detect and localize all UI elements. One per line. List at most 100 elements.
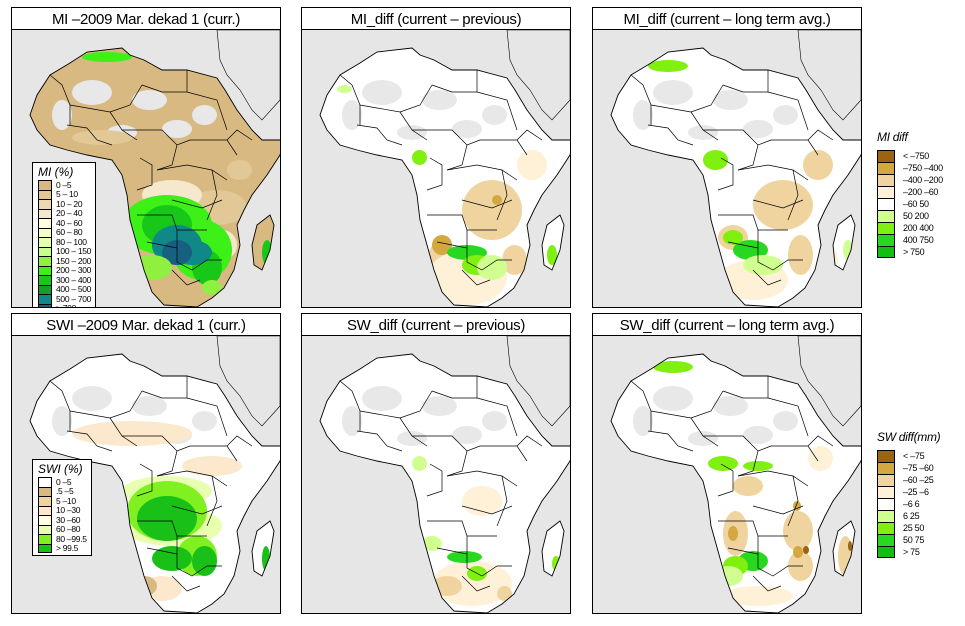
coastline-madagascar — [541, 520, 565, 577]
nodata-region — [653, 386, 693, 411]
nodata-region — [713, 90, 748, 110]
country-border — [186, 397, 228, 437]
land-madagascar — [252, 215, 274, 270]
legend-item: 10 –30 — [38, 505, 87, 515]
country-border — [647, 124, 694, 146]
legend-label: 40 – 60 — [56, 217, 83, 228]
legend-swatch — [38, 218, 52, 228]
country-border — [359, 390, 433, 419]
value-region — [422, 536, 442, 551]
legend-item: –750 –400 — [877, 162, 943, 174]
country-border — [461, 199, 513, 209]
land-outline-middle-east — [797, 30, 861, 121]
legend-swatch — [877, 150, 895, 162]
land-africa — [320, 354, 570, 613]
legend-label: < –750 — [903, 151, 929, 161]
legend-item: 0 –5 — [38, 180, 91, 190]
legend-label: 0 –5 — [56, 179, 72, 190]
nodata-region — [688, 431, 718, 446]
legend-label: –60 –25 — [903, 475, 934, 485]
data-layer — [633, 361, 853, 606]
legend-swatch — [877, 462, 895, 474]
africa-map — [319, 30, 570, 307]
nodata-region — [132, 396, 167, 416]
legend-title: MI diff — [877, 130, 908, 144]
value-region — [753, 180, 813, 230]
panel-mi-diff-previous: MI_diff (current – previous) — [301, 7, 571, 308]
value-region — [808, 446, 833, 471]
legend-swatch — [38, 515, 52, 525]
legend-item: 400 – 500 — [38, 284, 91, 294]
value-region — [132, 255, 172, 280]
legend-item: 200 – 300 — [38, 265, 91, 275]
panel-swi-current: SWI –2009 Mar. dekad 1 (curr.) SWI (%) 0… — [11, 313, 281, 614]
country-border — [737, 450, 759, 477]
country-border — [718, 520, 788, 537]
legend-swatch — [38, 265, 52, 275]
legend-swatch — [877, 486, 895, 498]
country-border — [717, 463, 734, 497]
country-border — [727, 547, 759, 555]
value-region — [462, 180, 522, 240]
legend-label: > 750 — [903, 247, 925, 257]
country-border — [431, 376, 478, 399]
country-border — [737, 470, 809, 487]
legend-label: .5 –5 — [56, 486, 74, 497]
legend-item: 150 – 200 — [38, 256, 91, 266]
legend-item: 50 75 — [877, 534, 940, 546]
coastline-madagascar — [251, 520, 275, 577]
country-border — [141, 70, 188, 93]
coastline — [29, 47, 280, 307]
nodata-region — [633, 406, 653, 436]
nodata-region — [192, 105, 217, 125]
map-mi-diff-longterm — [592, 30, 862, 308]
country-border — [226, 435, 253, 447]
legend-swatch — [38, 524, 52, 534]
panel-sw-diff-longterm: SW_diff (current – long term avg.) — [592, 313, 862, 614]
country-border — [461, 505, 513, 515]
country-border — [466, 536, 512, 577]
nodata-region — [482, 411, 507, 431]
land-outline-middle-east — [797, 336, 861, 427]
legend-label: > 75 — [903, 547, 920, 557]
legend-label: –6 6 — [903, 499, 920, 509]
country-border — [171, 199, 223, 209]
value-region — [202, 280, 222, 295]
legend-label: 300 – 400 — [56, 274, 92, 285]
nodata-region — [192, 411, 217, 431]
panel-mi-current: MI –2009 Mar. dekad 1 (curr.) MI (%) 0 –… — [11, 7, 281, 308]
coastline — [319, 47, 570, 307]
country-border — [807, 129, 834, 141]
country-border — [136, 157, 153, 191]
value-region — [192, 546, 217, 576]
legend-swatch — [38, 199, 52, 209]
nodata-region — [773, 105, 798, 125]
legend-item: 400 750 — [877, 234, 943, 246]
country-border — [176, 230, 222, 271]
legend-item: > 99.5 — [38, 543, 87, 553]
country-border — [476, 91, 518, 131]
map-mi-diff-previous — [301, 30, 571, 308]
map-sw-diff-longterm — [592, 336, 862, 614]
legend-label: 80 –99.5 — [56, 533, 87, 544]
value-region — [477, 255, 507, 280]
legend-swatch — [38, 227, 52, 237]
nodata-region — [422, 396, 457, 416]
nodata-region — [342, 100, 362, 130]
legend-label: 5 –10 — [56, 495, 76, 506]
legend-item: –60 50 — [877, 198, 943, 210]
map-swi-current: SWI (%) 0 –5.5 –5 5 –10 10 –30 30 –60 60 –80… — [11, 336, 281, 614]
country-border — [136, 463, 153, 497]
nodata-region — [72, 80, 112, 105]
country-border — [718, 214, 788, 231]
legend-label: 150 – 200 — [56, 255, 92, 266]
value-region — [803, 150, 833, 180]
legend-swatch — [38, 246, 52, 256]
value-region — [132, 576, 157, 596]
legend-title: SW diff(mm) — [877, 430, 941, 444]
country-border — [703, 129, 772, 146]
legend-label: 30 –60 — [56, 514, 81, 525]
panel-title: SW_diff (current – long term avg.) — [592, 313, 862, 336]
coastline-madagascar — [832, 520, 856, 577]
nodata-region — [633, 100, 653, 130]
